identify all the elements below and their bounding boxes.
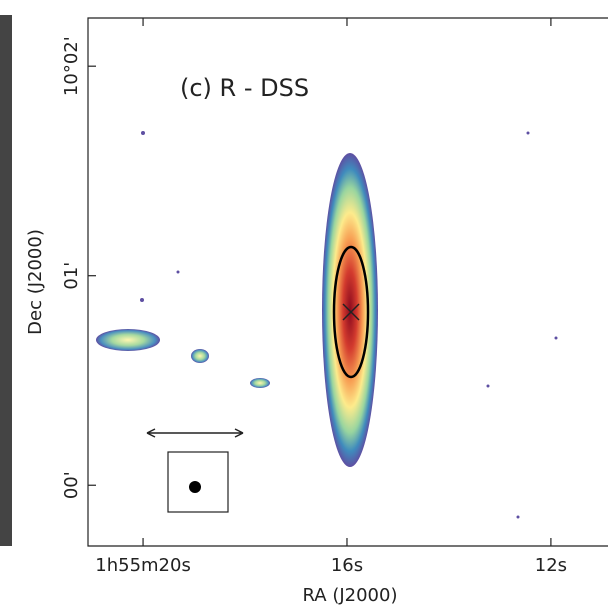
plot-frame <box>87 17 608 547</box>
y-tick-label: 10°02' <box>61 36 82 96</box>
center-cross <box>342 303 360 321</box>
contour <box>332 245 370 379</box>
x-axis-label: RA (J2000) <box>303 585 398 606</box>
y-axis-label: Dec (J2000) <box>25 229 46 335</box>
x-tick-label: 1h55m20s <box>95 555 191 576</box>
y-tick-label: 01' <box>61 262 82 290</box>
sky-image <box>96 131 558 519</box>
beam-box <box>167 451 229 513</box>
y-tick-label: 00' <box>61 471 82 499</box>
scale-arrow <box>146 428 244 438</box>
beam <box>189 481 201 493</box>
x-tick-label: 16s <box>331 555 363 576</box>
x-tick-label: 12s <box>535 555 567 576</box>
neighbor-panel-edge <box>0 15 12 546</box>
annotation: (c) R - DSS <box>180 74 309 102</box>
